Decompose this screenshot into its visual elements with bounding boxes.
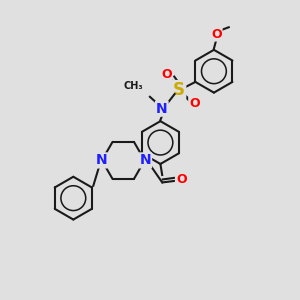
Text: O: O <box>211 28 222 40</box>
Text: N: N <box>140 153 151 167</box>
Text: N: N <box>156 102 168 116</box>
Text: CH₃: CH₃ <box>123 81 143 92</box>
Text: O: O <box>176 173 187 186</box>
Text: S: S <box>173 81 185 99</box>
Text: O: O <box>189 97 200 110</box>
Text: O: O <box>161 68 172 81</box>
Text: N: N <box>95 153 107 167</box>
